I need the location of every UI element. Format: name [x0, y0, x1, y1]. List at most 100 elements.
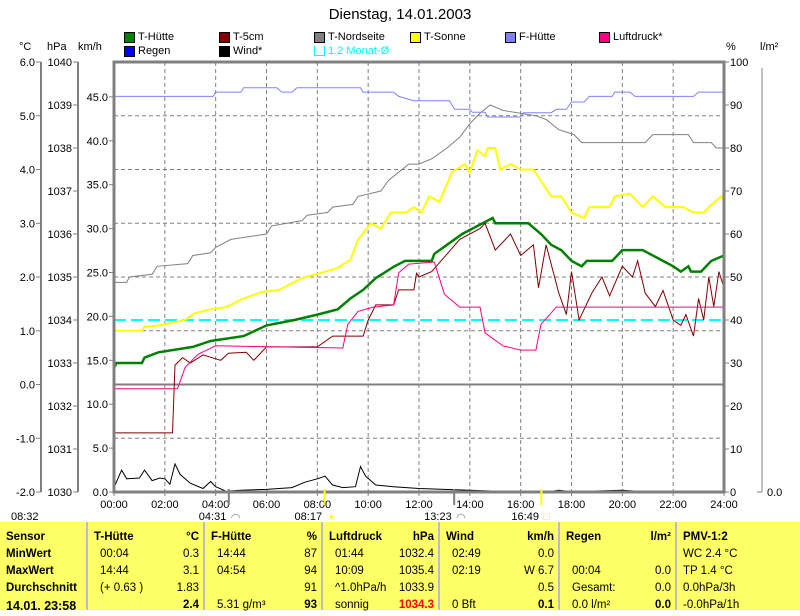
header-cell: km/h — [527, 531, 554, 543]
sun-icon: ☀ — [326, 512, 337, 524]
table-cell: 0.0 — [655, 599, 671, 611]
table-cell: 2.4 — [183, 599, 199, 611]
legend-label: T-Sonne — [424, 31, 466, 43]
table-cell: WC 2.4 °C — [683, 548, 738, 560]
percent-tick-label: 0 — [730, 487, 736, 499]
hpa-tick-label: 1035 — [48, 272, 72, 284]
table-column: PMV-1:2 WC 2.4 °C TP 1.4 °C 0.0hPa/3h -0.0hP… — [677, 522, 800, 611]
table-cell: 01:44 — [335, 548, 364, 560]
unit-hpa: hPa — [47, 41, 67, 53]
legend-item: Regen — [124, 45, 170, 57]
x-tick-label: 16:00 — [507, 499, 535, 511]
table-cell: 1.83 — [176, 582, 199, 594]
legend-item: F-Hütte — [505, 31, 556, 43]
unit-percent: % — [726, 41, 736, 53]
percent-tick-label: 100 — [730, 57, 748, 69]
x-tick-label: 08:00 — [304, 499, 332, 511]
celsius-tick-label: -1.0 — [16, 433, 35, 445]
table-column: F-Hütte% 14:44 87 04:54 94 91 5.31 g/m³ 93 — [205, 522, 323, 611]
x-tick-label: 12:00 — [405, 499, 433, 511]
table-cell: 0.5 — [538, 582, 554, 594]
legend-swatch-icon — [599, 31, 610, 43]
table-cell: 1035.4 — [398, 565, 434, 577]
table-row: Durchschnitt — [0, 582, 86, 599]
legend-swatch-icon — [219, 31, 230, 43]
table-cell: W 6.7 — [523, 565, 554, 577]
percent-tick-label: 60 — [730, 229, 742, 241]
moon-icon: ◠ — [230, 512, 241, 524]
legend-item: T-Nordseite — [314, 31, 385, 43]
header-cell: Luftdruck — [329, 531, 383, 543]
kmh-tick-label: 35.0 — [87, 180, 108, 192]
table-row: 0.0hPa/3h — [677, 582, 800, 599]
percent-tick-label: 50 — [730, 272, 742, 284]
table-cell: 0.1 — [538, 599, 554, 611]
table-cell: 0.0hPa/3h — [683, 582, 736, 594]
table-header: Wind km/h — [440, 531, 558, 548]
table-row: 10:09 1035.4 — [323, 565, 438, 582]
celsius-tick-label: 3.0 — [20, 218, 35, 230]
x-tick-label: 10:00 — [354, 499, 382, 511]
x-tick-label: 14:00 — [456, 499, 484, 511]
header-cell: l/m² — [650, 531, 671, 543]
table-cell: 0.0 l/m² — [572, 599, 611, 611]
table-cell: 0.0 — [655, 565, 671, 577]
legend-label: Luftdruck* — [613, 31, 663, 43]
legend-label: T-Hütte — [138, 31, 175, 43]
hpa-tick-label: 1031 — [48, 444, 72, 456]
hpa-tick-label: 1040 — [48, 57, 72, 69]
sunrise-time-label: 08:17 — [294, 511, 323, 523]
kmh-tick-label: 15.0 — [87, 355, 108, 367]
legend-swatch-icon — [314, 31, 325, 43]
table-row: 14:44 87 — [205, 548, 321, 565]
table-cell: Gesamt: — [572, 582, 616, 594]
table-header: Regen l/m² — [560, 531, 675, 548]
percent-tick-label: 10 — [730, 444, 742, 456]
legend-swatch-icon — [124, 31, 135, 43]
legend-label: T-5cm — [233, 31, 264, 43]
kmh-tick-label: 0.0 — [93, 487, 108, 499]
series-t-h-tte — [112, 216, 725, 369]
header-cell: Sensor — [6, 531, 45, 543]
hpa-tick-label: 1032 — [48, 401, 72, 413]
hpa-tick-label: 1036 — [48, 229, 72, 241]
table-row: MinWert — [0, 548, 86, 565]
moon-icon: ◠ — [456, 512, 466, 524]
table-cell: 02:49 — [452, 548, 481, 560]
legend-swatch-icon — [124, 45, 135, 57]
table-cell: 1032.4 — [398, 548, 434, 560]
summary-table: Sensor MinWert MaxWert Durchschnitt 14.01. 2… — [0, 522, 800, 613]
percent-tick-label: 80 — [730, 143, 742, 155]
legend-item: Luftdruck* — [599, 31, 663, 43]
percent-tick-label: 30 — [730, 358, 742, 370]
hpa-tick-label: 1034 — [48, 315, 72, 327]
x-tick-label: 22:00 — [659, 499, 687, 511]
table-header: T-Hütte °C — [88, 531, 203, 548]
kmh-tick-label: 40.0 — [87, 136, 108, 148]
table-cell: 00:04 — [572, 565, 601, 577]
table-header: Sensor — [0, 531, 86, 548]
table-cell: 3.1 — [183, 565, 199, 577]
table-column: Wind km/h 02:49 0.0 02:19 W 6.7 0.5 0 Bft 0.1 — [440, 522, 560, 611]
table-row: 0.0 l/m² 0.0 — [560, 599, 675, 616]
hpa-tick-label: 1039 — [48, 100, 72, 112]
table-cell: 87 — [304, 548, 317, 560]
legend-swatch-icon — [314, 46, 325, 56]
table-row: sonnig 1034.3 — [323, 599, 438, 616]
table-column: Regen l/m² 00:04 0.0 Gesamt: 0.0 0.0 l/m² 0.0 — [560, 522, 677, 611]
legend-item: T-Hütte — [124, 31, 174, 43]
table-cell: (+ 0.63 ) — [100, 582, 144, 594]
table-cell: 0.0 — [655, 582, 671, 594]
header-cell: Regen — [566, 531, 602, 543]
table-cell: Durchschnitt — [6, 582, 77, 594]
celsius-tick-label: 5.0 — [20, 111, 35, 123]
table-cell: TP 1.4 °C — [683, 565, 733, 577]
x-tick-label: 02:00 — [151, 499, 179, 511]
table-cell: sonnig — [335, 599, 369, 611]
table-cell: MinWert — [6, 548, 52, 560]
weather-chart: 6.05.04.03.02.01.00.0-1.0-2.010401039103… — [16, 57, 782, 511]
legend-label: Wind* — [233, 45, 263, 57]
legend-swatch-icon — [219, 45, 230, 57]
unit-rain: l/m² — [760, 41, 779, 53]
x-tick-label: 20:00 — [609, 499, 637, 511]
